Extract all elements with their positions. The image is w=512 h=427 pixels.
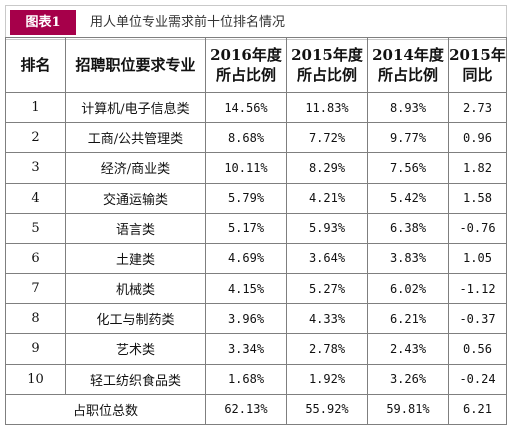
cell-rank: 9 <box>5 333 66 365</box>
total-2015: 55.92% <box>286 393 368 426</box>
cell-major: 艺术类 <box>65 333 206 365</box>
ranking-table: 排名 招聘职位要求专业 2016年度 所占比例 2015年度 所占比例 2014… <box>5 37 507 426</box>
header-yoy-line2: 同比 <box>462 66 493 84</box>
cell-2015: 8.29% <box>286 152 368 184</box>
cell-yoy: -1.12 <box>448 273 507 305</box>
cell-2016: 3.34% <box>205 333 287 365</box>
cell-major: 经济/商业类 <box>65 152 206 184</box>
table-header-row: 排名 招聘职位要求专业 2016年度 所占比例 2015年度 所占比例 2014… <box>5 37 507 93</box>
cell-yoy: 1.82 <box>448 152 507 184</box>
cell-major: 计算机/电子信息类 <box>65 91 206 124</box>
cell-2014: 7.56% <box>367 152 449 184</box>
header-2016: 2016年度 所占比例 <box>205 37 287 93</box>
table-row: 7 机械类 4.15% 5.27% 6.02% -1.12 <box>5 273 507 305</box>
cell-2015: 7.72% <box>286 122 368 154</box>
table-total-row: 占职位总数 62.13% 55.92% 59.81% 6.21 <box>5 393 507 426</box>
cell-2015: 2.78% <box>286 333 368 365</box>
cell-2016: 4.15% <box>205 273 287 305</box>
cell-major: 土建类 <box>65 242 206 275</box>
header-yoy: 2015年 同比 <box>448 37 507 93</box>
cell-2016: 1.68% <box>205 363 287 395</box>
cell-2016: 8.68% <box>205 122 287 154</box>
header-major: 招聘职位要求专业 <box>65 37 206 93</box>
cell-2014: 8.93% <box>367 91 449 124</box>
cell-major: 轻工纺织食品类 <box>65 363 206 395</box>
cell-major: 化工与制药类 <box>65 303 206 335</box>
cell-2014: 6.21% <box>367 303 449 335</box>
total-label: 占职位总数 <box>5 393 206 426</box>
cell-yoy: 1.05 <box>448 242 507 275</box>
cell-major: 工商/公共管理类 <box>65 122 206 154</box>
cell-2015: 3.64% <box>286 242 368 275</box>
cell-2015: 5.27% <box>286 273 368 305</box>
cell-2016: 5.17% <box>205 212 287 244</box>
cell-2016: 4.69% <box>205 242 287 275</box>
cell-2014: 6.02% <box>367 273 449 305</box>
cell-yoy: 1.58 <box>448 182 507 214</box>
table-row: 9 艺术类 3.34% 2.78% 2.43% 0.56 <box>5 333 507 365</box>
cell-rank: 4 <box>5 182 66 214</box>
table-row: 4 交通运输类 5.79% 4.21% 5.42% 1.58 <box>5 182 507 214</box>
cell-2015: 11.83% <box>286 91 368 124</box>
cell-2015: 1.92% <box>286 363 368 395</box>
cell-major: 机械类 <box>65 273 206 305</box>
cell-2016: 5.79% <box>205 182 287 214</box>
table-row: 10 轻工纺织食品类 1.68% 1.92% 3.26% -0.24 <box>5 363 507 395</box>
header-rank: 排名 <box>5 37 66 93</box>
cell-rank: 5 <box>5 212 66 244</box>
cell-rank: 6 <box>5 242 66 275</box>
cell-major: 交通运输类 <box>65 182 206 214</box>
cell-2015: 4.33% <box>286 303 368 335</box>
header-2014-line2: 所占比例 <box>377 66 438 84</box>
cell-rank: 8 <box>5 303 66 335</box>
table-row: 6 土建类 4.69% 3.64% 3.83% 1.05 <box>5 242 507 275</box>
header-2016-line1: 2016年度 <box>210 46 282 64</box>
cell-2015: 5.93% <box>286 212 368 244</box>
header-2014: 2014年度 所占比例 <box>367 37 449 93</box>
header-yoy-line1: 2015年 <box>449 46 506 64</box>
cell-2014: 9.77% <box>367 122 449 154</box>
cell-yoy: 0.96 <box>448 122 507 154</box>
header-2016-line2: 所占比例 <box>215 66 276 84</box>
cell-2016: 14.56% <box>205 91 287 124</box>
cell-yoy: 0.56 <box>448 333 507 365</box>
cell-rank: 2 <box>5 122 66 154</box>
cell-rank: 10 <box>5 363 66 395</box>
header-2015: 2015年度 所占比例 <box>286 37 368 93</box>
cell-yoy: -0.24 <box>448 363 507 395</box>
table-row: 5 语言类 5.17% 5.93% 6.38% -0.76 <box>5 212 507 244</box>
cell-2016: 3.96% <box>205 303 287 335</box>
table-row: 3 经济/商业类 10.11% 8.29% 7.56% 1.82 <box>5 152 507 184</box>
figure-caption: 用人单位专业需求前十位排名情况 <box>90 15 286 30</box>
header-2015-line2: 所占比例 <box>296 66 357 84</box>
header-2014-line1: 2014年度 <box>372 46 444 64</box>
header-2015-line1: 2015年度 <box>291 46 363 64</box>
cell-major: 语言类 <box>65 212 206 244</box>
cell-2014: 3.26% <box>367 363 449 395</box>
total-2016: 62.13% <box>205 393 287 426</box>
table-row: 8 化工与制药类 3.96% 4.33% 6.21% -0.37 <box>5 303 507 335</box>
cell-yoy: -0.37 <box>448 303 507 335</box>
figure-tag: 图表1 <box>10 10 76 35</box>
total-yoy: 6.21 <box>448 393 507 426</box>
cell-rank: 7 <box>5 273 66 305</box>
cell-2014: 2.43% <box>367 333 449 365</box>
cell-2015: 4.21% <box>286 182 368 214</box>
cell-rank: 3 <box>5 152 66 184</box>
total-2014: 59.81% <box>367 393 449 426</box>
cell-rank: 1 <box>5 91 66 124</box>
table-row: 1 计算机/电子信息类 14.56% 11.83% 8.93% 2.73 <box>5 91 507 124</box>
cell-2014: 3.83% <box>367 242 449 275</box>
cell-2014: 6.38% <box>367 212 449 244</box>
table-row: 2 工商/公共管理类 8.68% 7.72% 9.77% 0.96 <box>5 122 507 154</box>
cell-yoy: 2.73 <box>448 91 507 124</box>
cell-2014: 5.42% <box>367 182 449 214</box>
cell-yoy: -0.76 <box>448 212 507 244</box>
cell-2016: 10.11% <box>205 152 287 184</box>
figure-title-bar: 图表1 用人单位专业需求前十位排名情况 <box>5 5 507 40</box>
